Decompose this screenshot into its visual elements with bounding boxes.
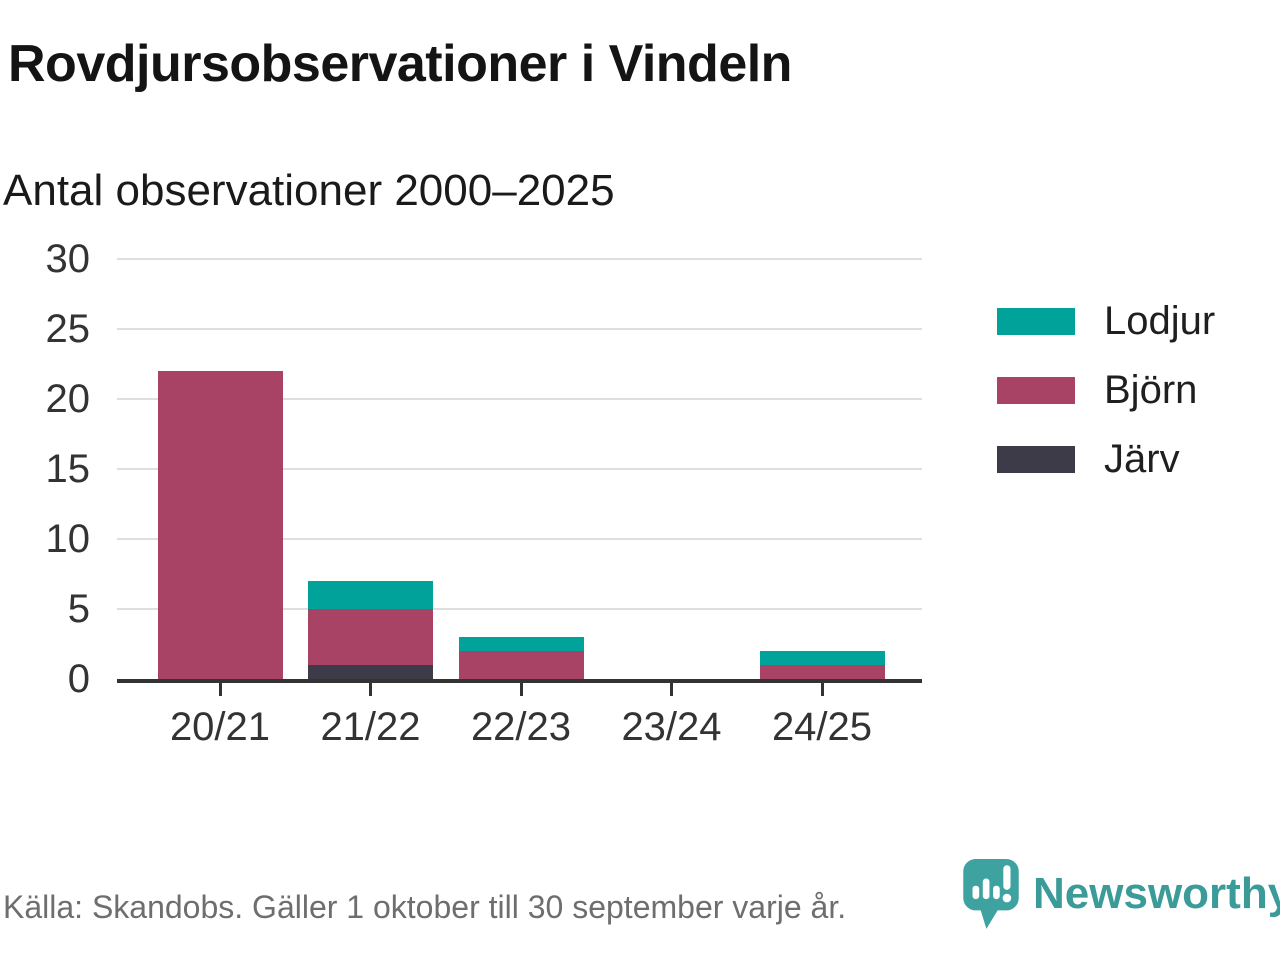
bar-stack-21/22 [308, 581, 433, 679]
legend-swatch-lodjur [997, 307, 1075, 335]
newsworthy-logo-text: Newsworthy [1033, 869, 1280, 918]
legend-label-björn: Björn [1104, 368, 1198, 412]
gridline-15 [117, 468, 922, 470]
bar-stack-20/21 [157, 371, 283, 679]
x-tick-mark-23/24 [670, 683, 673, 696]
y-tick-label-25: 25 [45, 307, 91, 351]
legend-item-björn: Björn [997, 370, 1215, 410]
y-tick-label-0: 0 [67, 657, 90, 701]
source-note: Källa: Skandobs. Gäller 1 oktober till 3… [3, 889, 847, 925]
y-tick-label-15: 15 [45, 447, 91, 491]
gridline-20 [117, 398, 922, 400]
y-tick-label-10: 10 [45, 517, 91, 561]
bar-stack-24/25 [759, 651, 885, 679]
legend-swatch-järv [997, 445, 1075, 473]
bar-segment-björn-24/25 [759, 665, 885, 679]
newsworthy-brand: Newsworthy [962, 858, 1280, 934]
x-tick-label-23/24: 23/24 [621, 705, 722, 749]
bar-segment-björn-21/22 [308, 609, 433, 665]
bar-segment-lodjur-21/22 [308, 581, 433, 609]
chart-subtitle: Antal observationer 2000–2025 [3, 166, 615, 215]
x-tick-label-22/23: 22/23 [470, 705, 572, 749]
x-tick-mark-22/23 [519, 683, 523, 696]
bar-segment-lodjur-22/23 [458, 637, 584, 651]
bar-segment-björn-20/21 [157, 371, 283, 679]
x-tick-label-24/25: 24/25 [771, 705, 873, 749]
gridline-10 [117, 538, 922, 540]
x-tick-mark-24/25 [820, 683, 824, 696]
gridline-25 [117, 328, 922, 330]
gridline-30 [117, 258, 922, 260]
newsworthy-logo-icon [963, 859, 1019, 929]
x-tick-mark-21/22 [369, 683, 372, 696]
bar-segment-lodjur-24/25 [759, 651, 885, 665]
bar-stack-22/23 [458, 637, 584, 679]
y-tick-label-5: 5 [67, 587, 90, 631]
plot-area: 0 5 10 15 20 25 30 20/21 21/22 22/23 23/24 24/25 [46, 239, 922, 749]
legend: Lodjur Björn Järv [997, 301, 1215, 508]
y-tick-label-30: 30 [45, 237, 91, 281]
y-tick-label-20: 20 [45, 377, 91, 421]
legend-label-järv: Järv [1104, 437, 1180, 481]
x-tick-label-20/21: 20/21 [169, 705, 271, 749]
legend-label-lodjur: Lodjur [1104, 299, 1216, 343]
legend-item-järv: Järv [997, 439, 1215, 479]
gridline-5 [117, 608, 922, 610]
x-tick-label-21/22: 21/22 [320, 705, 421, 749]
bar-segment-järv-21/22 [308, 665, 433, 679]
bar-segment-björn-22/23 [458, 651, 584, 679]
x-tick-mark-20/21 [218, 683, 222, 696]
legend-item-lodjur: Lodjur [997, 301, 1215, 341]
legend-swatch-björn [997, 376, 1075, 404]
chart-title: Rovdjursobservationer i Vindeln [8, 35, 792, 93]
